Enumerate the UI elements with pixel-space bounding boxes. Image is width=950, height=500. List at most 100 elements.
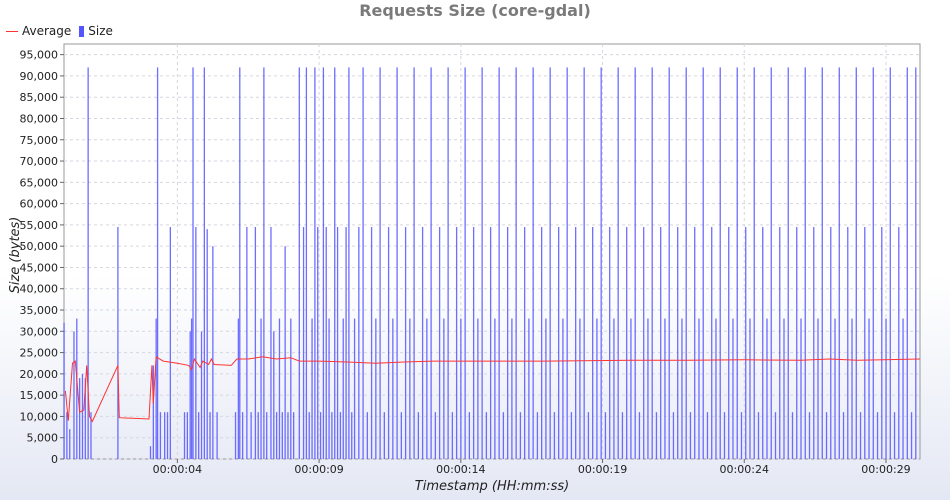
size-bar: [762, 227, 764, 459]
size-bar: [192, 67, 194, 460]
size-bar: [287, 412, 289, 459]
size-bar: [783, 318, 785, 459]
size-bar: [87, 67, 89, 460]
size-bar: [502, 412, 505, 459]
size-bar: [84, 378, 86, 459]
size-bar: [851, 318, 853, 459]
y-tick-label: 20,000: [20, 368, 59, 381]
size-bar: [183, 412, 186, 459]
size-bar: [417, 412, 420, 459]
size-bar: [281, 412, 283, 459]
size-bar: [872, 67, 874, 460]
size-bar: [740, 412, 743, 459]
size-bar: [774, 412, 777, 459]
size-bar: [660, 227, 662, 459]
average-line-group: [64, 355, 921, 423]
size-bar: [239, 67, 241, 460]
size-bar: [791, 412, 794, 459]
y-tick-label: 50,000: [20, 240, 59, 253]
size-bar: [421, 227, 424, 459]
size-bar: [278, 318, 281, 459]
size-bar: [587, 412, 590, 459]
size-bar: [348, 67, 350, 460]
size-bar: [455, 227, 458, 459]
size-bar: [66, 412, 68, 459]
y-tick-label: 55,000: [20, 219, 59, 232]
size-bar: [190, 318, 193, 459]
size-bar: [241, 412, 244, 459]
size-bar: [362, 67, 364, 460]
size-bar: [353, 318, 356, 459]
size-bar: [298, 67, 300, 460]
x-tick-label: 00:00:19: [578, 463, 627, 476]
size-bar: [273, 331, 275, 459]
size-bar: [78, 378, 81, 459]
size-bar: [498, 67, 500, 460]
size-bar: [643, 227, 645, 459]
size-bar: [409, 318, 411, 459]
size-bar: [694, 227, 696, 459]
x-axis-title: Timestamp (HH:mm:ss): [415, 479, 569, 494]
size-bar: [200, 331, 203, 459]
size-bar: [292, 412, 295, 459]
size-bar: [257, 412, 259, 459]
size-bar: [254, 227, 257, 459]
size-bar: [579, 318, 581, 459]
size-bar: [753, 67, 755, 460]
legend-size-swatch: [79, 25, 85, 37]
size-bar: [638, 412, 641, 459]
size-bar: [779, 227, 781, 459]
average-line: [64, 355, 921, 423]
size-bar: [545, 318, 547, 459]
size-bar: [536, 412, 539, 459]
size-bar: [275, 412, 278, 459]
size-bar: [600, 67, 602, 460]
y-tick-label: 90,000: [20, 70, 59, 83]
chart-title: Requests Size (core-gdal): [359, 1, 591, 20]
size-bar: [494, 318, 496, 459]
x-tick-label: 00:00:14: [436, 463, 485, 476]
size-bar: [736, 67, 738, 460]
y-tick-label: 80,000: [20, 112, 59, 125]
size-bar: [237, 318, 240, 459]
size-bar: [910, 412, 913, 459]
size-bar: [621, 412, 624, 459]
size-bar: [149, 446, 152, 459]
size-bar: [430, 67, 432, 460]
legend-size-label: Size: [88, 24, 113, 38]
size-bar: [81, 373, 84, 459]
size-bar: [464, 67, 466, 460]
size-bar: [308, 412, 310, 459]
size-bar: [203, 67, 206, 460]
size-bar: [216, 412, 218, 459]
size-bar: [834, 318, 836, 459]
size-bar: [189, 331, 191, 459]
size-bar: [855, 67, 857, 460]
size-bar: [885, 318, 887, 459]
y-tick-label: 35,000: [20, 304, 59, 317]
y-tick-label: 65,000: [20, 176, 59, 189]
y-tick-label: 5,000: [27, 432, 59, 445]
size-bar: [672, 412, 675, 459]
size-bar: [266, 412, 268, 459]
size-bar: [336, 227, 339, 459]
size-bar: [523, 227, 526, 459]
size-bar: [387, 227, 390, 459]
size-bar: [549, 67, 551, 460]
size-bar: [889, 67, 891, 460]
size-bar: [63, 322, 65, 459]
size-bar: [328, 318, 330, 459]
size-bar: [155, 318, 157, 459]
size-bar: [186, 412, 188, 459]
size-bar: [383, 412, 385, 459]
y-tick-label: 15,000: [20, 389, 59, 402]
size-bar: [575, 227, 577, 459]
size-bar: [370, 227, 373, 459]
size-bar: [169, 227, 171, 459]
size-bar: [366, 412, 368, 459]
size-bar: [472, 227, 475, 459]
size-bar: [893, 412, 896, 459]
size-bar: [319, 412, 322, 459]
size-bar: [164, 412, 166, 459]
